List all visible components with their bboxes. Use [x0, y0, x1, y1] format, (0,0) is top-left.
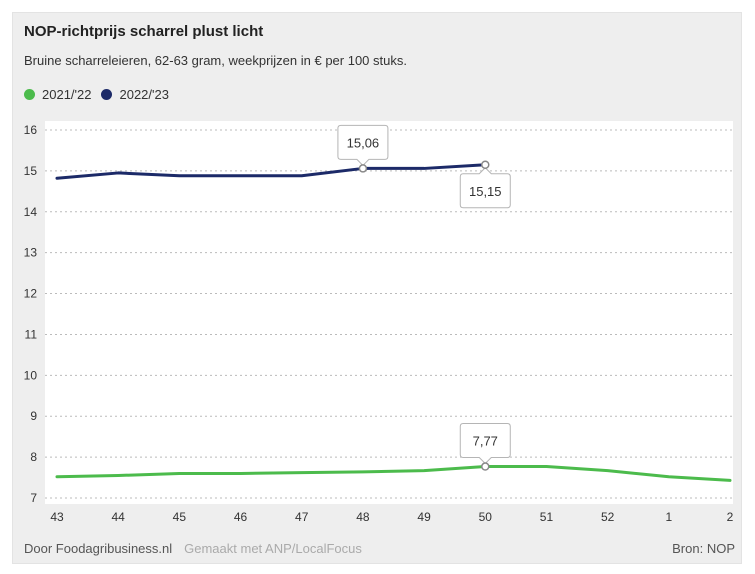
annotation-box-2: [459, 423, 511, 465]
series-line-1: [55, 163, 487, 180]
legend-item-2022[interactable]: 2022/'23: [101, 87, 169, 102]
annotation-marker-1: [481, 160, 490, 170]
x-tick-label-45: 45: [173, 510, 187, 524]
y-tick-label-11: 11: [25, 327, 38, 341]
legend-label-2022: 2022/'23: [119, 87, 169, 102]
footer-credits: Door Foodagribusiness.nl Gemaakt met ANP/…: [24, 541, 362, 556]
chart-title: NOP-richtprijs scharrel plust licht: [24, 23, 264, 40]
chart-legend: 2021/'22 2022/'23: [24, 87, 179, 102]
footer-source-left[interactable]: Door Foodagribusiness.nl: [24, 541, 173, 556]
x-tick-label-1: 1: [665, 510, 672, 524]
x-tick-label-49: 49: [417, 510, 431, 524]
x-tick-label-51: 51: [540, 510, 554, 524]
y-tick-label-13: 13: [24, 246, 38, 260]
y-tick-label-15: 15: [24, 164, 38, 178]
x-tick-label-43: 43: [50, 510, 64, 524]
annotation-box-1: [459, 167, 511, 209]
x-tick-label-46: 46: [234, 510, 248, 524]
legend-swatch-2022: [101, 89, 113, 100]
annotation-box-0: [337, 124, 389, 167]
x-tick-label-2: 2: [727, 510, 734, 524]
x-tick-label-50: 50: [479, 510, 493, 524]
x-tick-label-48: 48: [356, 510, 370, 524]
chart-card: NOP-richtprijs scharrel plust licht Brui…: [12, 12, 742, 564]
plot-area: [45, 121, 733, 504]
legend-item-2021[interactable]: 2021/'22: [24, 87, 91, 102]
legend-swatch-2021: [24, 89, 35, 100]
legend-label-2021: 2021/'22: [42, 87, 92, 102]
series-line-0: [55, 465, 732, 482]
chart-subtitle: Bruine scharreleieren, 62-63 gram, weekp…: [24, 53, 407, 68]
y-tick-label-12: 12: [24, 287, 38, 301]
y-tick-label-8: 8: [30, 450, 37, 464]
annotation-marker-0: [358, 164, 368, 173]
annotation-marker-2: [481, 462, 490, 471]
y-tick-label-14: 14: [24, 205, 38, 219]
x-tick-label-47: 47: [295, 510, 309, 524]
annotation-label-2: 7,77: [473, 434, 498, 449]
y-tick-label-7: 7: [30, 491, 37, 505]
x-tick-label-44: 44: [112, 510, 126, 524]
x-tick-label-52: 52: [601, 510, 615, 524]
y-tick-label-16: 16: [24, 123, 38, 137]
annotation-label-1: 15,15: [469, 184, 502, 199]
y-tick-label-9: 9: [30, 409, 37, 423]
y-tick-label-10: 10: [24, 368, 38, 382]
footer-made-with[interactable]: Gemaakt met ANP/LocalFocus: [184, 541, 362, 556]
footer-source-right: Bron: NOP: [672, 541, 735, 556]
annotation-label-0: 15,06: [347, 135, 380, 150]
